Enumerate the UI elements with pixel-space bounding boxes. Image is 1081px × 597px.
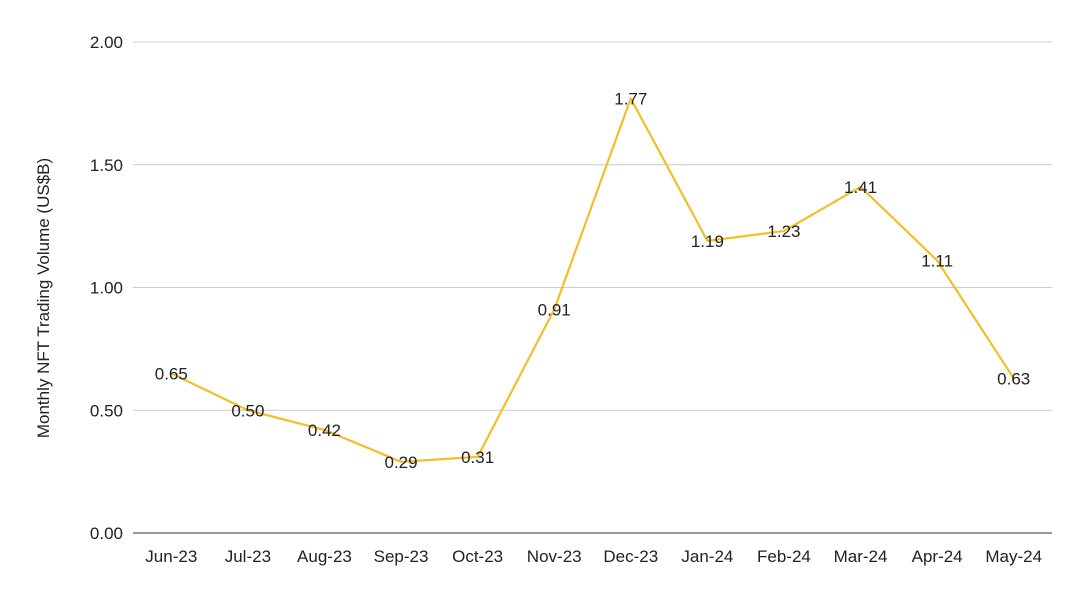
x-tick-label: Mar-24	[834, 547, 888, 566]
gridlines	[133, 41, 1052, 534]
y-tick-label: 0.50	[90, 401, 123, 420]
y-axis-title: Monthly NFT Trading Volume (US$B)	[34, 158, 53, 438]
y-axis-ticks: 0.00 0.50 1.00 1.50 2.00	[90, 33, 123, 543]
data-label: 0.29	[384, 453, 417, 472]
x-tick-label: Sep-23	[374, 547, 429, 566]
data-label: 0.63	[997, 369, 1030, 388]
data-label: 0.42	[308, 421, 341, 440]
series-layer	[170, 97, 1015, 463]
data-label: 0.50	[231, 401, 264, 420]
data-label: 0.91	[538, 301, 571, 320]
data-label: 1.19	[691, 232, 724, 251]
x-tick-label: May-24	[985, 547, 1042, 566]
x-axis-ticks: Jun-23 Jul-23 Aug-23 Sep-23 Oct-23 Nov-23 Dec-…	[145, 547, 1042, 566]
data-label: 1.11	[921, 251, 953, 270]
x-tick-label: Dec-23	[603, 547, 658, 566]
series-line	[170, 97, 1015, 463]
x-tick-label: Oct-23	[452, 547, 503, 566]
x-tick-label: Apr-24	[912, 547, 963, 566]
data-label: 0.65	[155, 364, 188, 383]
y-tick-label: 1.00	[90, 279, 123, 298]
data-label: 0.31	[461, 448, 494, 467]
data-labels: 0.65 0.50 0.42 0.29 0.31 0.91 1.77 1.19 1.23 1.41…	[155, 89, 1031, 471]
y-tick-label: 2.00	[90, 33, 123, 52]
x-tick-label: Feb-24	[757, 547, 811, 566]
data-label: 1.77	[614, 89, 647, 108]
data-label: 1.41	[844, 178, 877, 197]
y-tick-label: 1.50	[90, 156, 123, 175]
x-tick-label: Jan-24	[681, 547, 733, 566]
x-tick-label: Aug-23	[297, 547, 352, 566]
x-tick-label: Jul-23	[225, 547, 271, 566]
x-tick-label: Jun-23	[145, 547, 197, 566]
y-tick-label: 0.00	[90, 524, 123, 543]
x-tick-label: Nov-23	[527, 547, 582, 566]
data-label: 1.23	[767, 222, 800, 241]
